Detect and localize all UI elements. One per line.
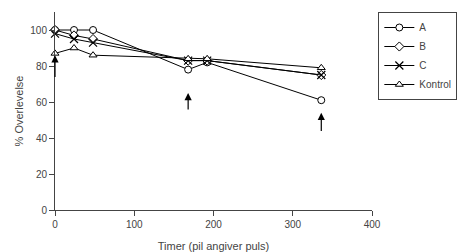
svg-text:100: 100 [30,25,47,36]
svg-text:20: 20 [36,169,48,180]
svg-text:Timer (pil angiver puls): Timer (pil angiver puls) [158,240,269,252]
svg-text:200: 200 [205,219,222,230]
svg-text:C: C [419,60,426,71]
svg-text:60: 60 [36,97,48,108]
svg-text:40: 40 [36,133,48,144]
svg-text:300: 300 [284,219,301,230]
svg-text:B: B [419,41,426,52]
svg-text:Kontrol: Kontrol [419,79,451,90]
svg-text:400: 400 [364,219,381,230]
svg-text:0: 0 [52,219,58,230]
svg-text:100: 100 [126,219,143,230]
svg-text:0: 0 [41,205,47,216]
svg-text:A: A [419,22,426,33]
svg-text:80: 80 [36,61,48,72]
svg-text:% Overlevelse: % Overlevelse [13,76,25,147]
